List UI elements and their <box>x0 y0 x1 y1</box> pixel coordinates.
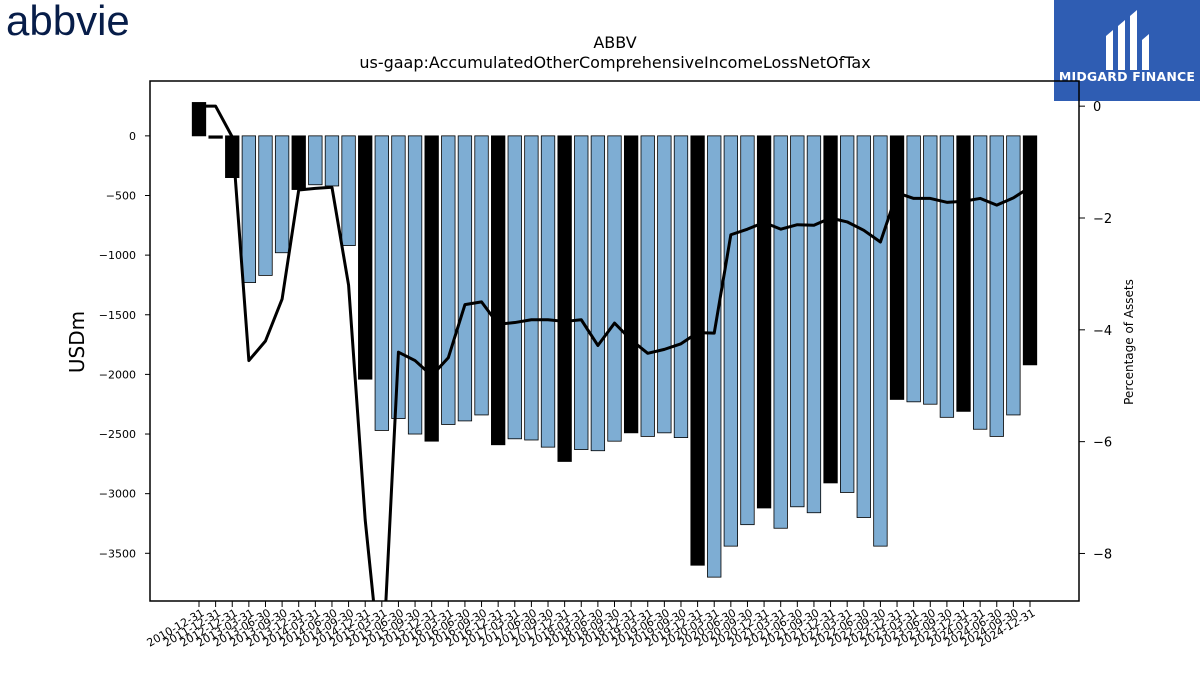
y-tick-label: −3000 <box>99 488 136 501</box>
midgard-finance-logo: MIDGARD FINANCE <box>1054 0 1200 101</box>
bar-2022-03-31 <box>840 135 855 493</box>
bar-2014-06-30 <box>324 135 340 187</box>
line-group <box>199 104 1031 601</box>
bar-2024-09-30 <box>1006 135 1021 416</box>
y-tick-label: −500 <box>106 189 136 202</box>
y2-tick-label: −6 <box>1093 436 1112 451</box>
bar-2018-03-31 <box>574 135 589 450</box>
bar-2023-03-31 <box>906 135 921 403</box>
bar-2017-09-30 <box>540 135 556 448</box>
bar-2024-06-30 <box>989 135 1004 437</box>
y-tick-label: −3500 <box>99 547 136 560</box>
bar-2014-03-31 <box>308 135 323 186</box>
y-tick-label: −1000 <box>99 249 136 262</box>
bar-2018-12-31 <box>623 135 639 434</box>
bar-2022-12-31 <box>889 135 905 400</box>
bar-2022-06-30 <box>856 135 871 518</box>
bar-2015-12-31 <box>424 135 439 442</box>
bar-2017-06-30 <box>524 135 539 441</box>
bar-group <box>191 102 1038 578</box>
percentage-of-assets-line <box>199 104 1031 601</box>
bar-2018-06-30 <box>590 135 606 452</box>
bar-2023-06-30 <box>923 135 938 405</box>
abbvie-logo-text: abbvie <box>6 0 130 44</box>
y-tick-label: −2500 <box>99 428 136 441</box>
bar-2021-03-31 <box>773 135 788 529</box>
bar-2020-09-30 <box>740 135 755 526</box>
abbvie-logo: abbvie <box>6 0 186 46</box>
y2-tick-label: −2 <box>1093 212 1112 227</box>
bar-2010-12-31 <box>191 102 207 137</box>
bar-2016-12-31 <box>491 135 506 446</box>
y-axis-ticks: 0 −500 −1000 −1500 −2000 −2500 −3000 −3500 <box>99 130 150 560</box>
bar-2016-06-30 <box>457 135 473 422</box>
bar-2013-03-31 <box>241 135 257 283</box>
bar-2024-12-31 <box>1022 135 1038 366</box>
bar-2016-09-30 <box>474 135 489 416</box>
bar-2020-06-30 <box>723 135 738 547</box>
bar-2019-03-31 <box>640 135 655 437</box>
bar-2013-06-30 <box>258 135 273 276</box>
y-tick-label: −1500 <box>99 309 136 322</box>
bar-2022-09-30 <box>873 135 888 547</box>
bar-2021-06-30 <box>790 135 805 508</box>
bar-2019-09-30 <box>673 135 689 438</box>
bar-2015-06-30 <box>391 135 406 419</box>
bar-2023-12-31 <box>956 135 971 412</box>
bar-2021-09-30 <box>806 135 822 514</box>
bar-2018-09-30 <box>607 135 622 442</box>
y2-tick-label: −4 <box>1093 324 1112 339</box>
bar-2021-12-31 <box>823 135 838 484</box>
y-axis-label: USDm <box>65 311 89 373</box>
bar-2017-12-31 <box>557 135 572 462</box>
y2-tick-label: −8 <box>1093 547 1112 562</box>
bar-2023-09-30 <box>939 135 955 418</box>
bar-2011-12-31 <box>208 135 223 139</box>
bar-2013-09-30 <box>274 135 290 254</box>
bar-2013-12-31 <box>291 135 306 190</box>
bar-2024-03-31 <box>972 135 988 430</box>
bar-2017-03-31 <box>507 135 522 440</box>
chart-title: ABBV <box>593 33 636 52</box>
y-tick-label: 0 <box>129 130 136 143</box>
x-axis-ticks: 2010-12-312011-12-312012-12-312013-03-31… <box>145 601 1038 650</box>
bar-2019-06-30 <box>657 135 672 434</box>
y-tick-label: −2000 <box>99 368 136 381</box>
y2-axis-ticks: 0 −2 −4 −6 −8 <box>1079 100 1112 562</box>
bar-2015-03-31 <box>374 135 389 431</box>
y2-axis-label: Percentage of Assets <box>1122 279 1136 405</box>
bar-2020-03-31 <box>707 135 722 578</box>
midgard-finance-text: MIDGARD FINANCE <box>1058 69 1196 84</box>
bar-2014-09-30 <box>341 135 356 246</box>
bar-2016-03-31 <box>441 135 456 425</box>
y2-tick-label: 0 <box>1093 100 1101 115</box>
bar-2014-12-31 <box>358 135 373 380</box>
bar-2019-12-31 <box>690 135 705 566</box>
midgard-emblem-icon <box>1106 10 1149 70</box>
chart-subtitle: us-gaap:AccumulatedOtherComprehensiveInc… <box>359 53 870 72</box>
bar-2015-09-30 <box>407 135 423 435</box>
bar-2020-12-31 <box>756 135 772 509</box>
